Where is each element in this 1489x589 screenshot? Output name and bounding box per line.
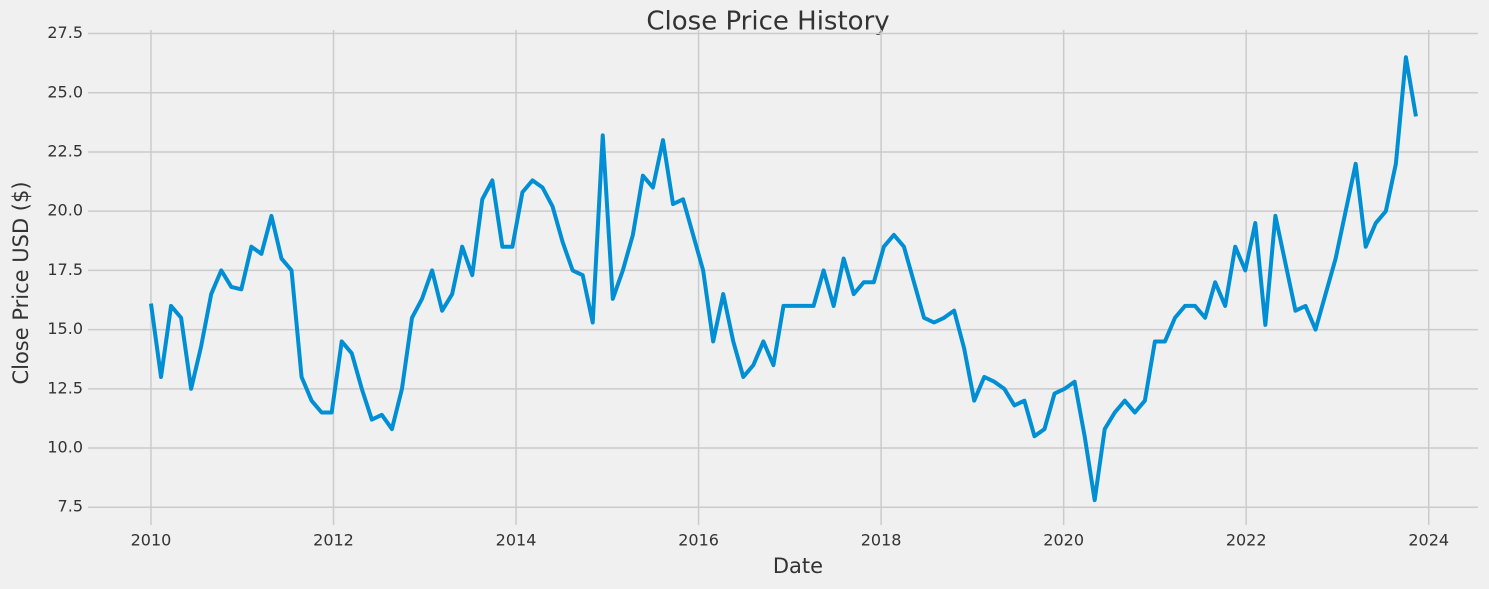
x-tick-label: 2018 — [861, 531, 902, 550]
price-line — [148, 55, 1418, 503]
y-axis-label: Close Price USD ($) — [9, 181, 33, 384]
x-tick-label: 2020 — [1043, 531, 1084, 550]
x-tick-label: 2012 — [313, 531, 354, 550]
y-tick-label: 27.5 — [47, 23, 83, 42]
y-tick-label: 15.0 — [47, 319, 83, 338]
x-tick-label: 2022 — [1226, 531, 1267, 550]
y-tick-label: 17.5 — [47, 260, 83, 279]
y-tick-label: 22.5 — [47, 141, 83, 160]
x-tick-label: 2016 — [678, 531, 719, 550]
chart-title: Close Price History — [646, 7, 889, 37]
y-tick-label: 12.5 — [47, 378, 83, 397]
x-tick-label: 2024 — [1408, 531, 1449, 550]
y-tick-label: 7.5 — [58, 497, 83, 516]
x-tick-label: 2014 — [496, 531, 537, 550]
y-tick-label: 25.0 — [47, 82, 83, 101]
x-axis-label: Date — [773, 554, 823, 578]
y-tick-label: 10.0 — [47, 438, 83, 457]
x-tick-label: 2010 — [131, 531, 172, 550]
y-tick-label: 20.0 — [47, 201, 83, 220]
